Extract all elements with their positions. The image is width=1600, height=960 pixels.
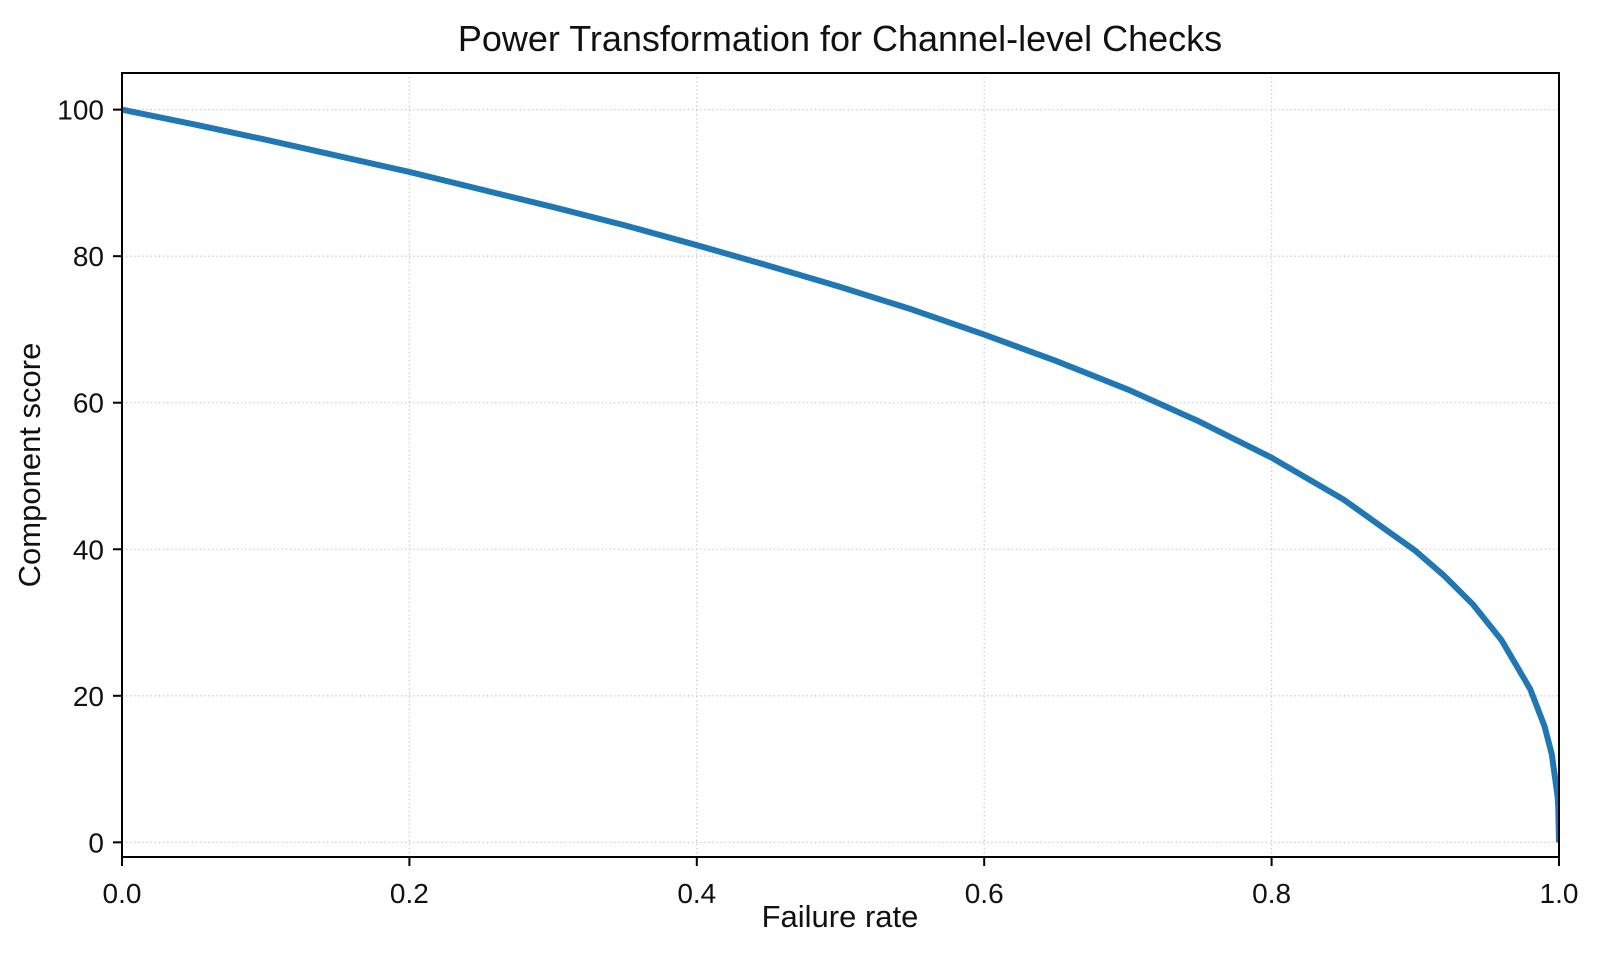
chart-title: Power Transformation for Channel-level C…: [458, 18, 1222, 59]
y-tick-label: 40: [73, 534, 104, 565]
x-tick-label: 0.2: [390, 878, 429, 909]
series-line: [122, 106, 1559, 843]
x-tick-label: 0.8: [1252, 878, 1291, 909]
plot-border: [121, 72, 1560, 858]
y-axis-label: Component score: [12, 343, 47, 588]
x-tick-label: 0.0: [103, 878, 142, 909]
tick-label-layer: 0.0 0.2 0.4 0.6 0.8 1.0 0 20 40 60 80 100: [57, 95, 1578, 909]
y-tick-label: 80: [73, 241, 104, 272]
tick-layer: [113, 108, 1560, 866]
y-tick-label: 100: [57, 95, 104, 126]
x-tick-label: 1.0: [1540, 878, 1579, 909]
y-tick-label: 0: [88, 827, 104, 858]
grid-layer: [122, 73, 1559, 857]
y-tick-label: 20: [73, 681, 104, 712]
series-layer: [122, 106, 1559, 843]
y-tick-label: 60: [73, 388, 104, 419]
x-axis-label: Failure rate: [762, 899, 919, 934]
x-tick-label: 0.4: [677, 878, 716, 909]
x-tick-label: 0.6: [965, 878, 1004, 909]
